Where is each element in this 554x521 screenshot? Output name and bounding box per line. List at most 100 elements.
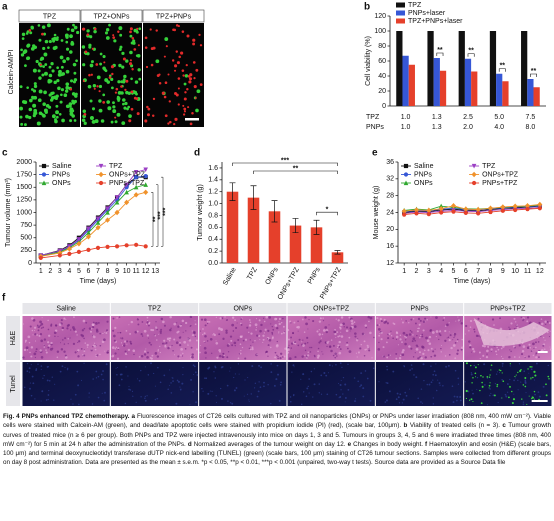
he-texture [116, 357, 120, 360]
tunel-image [110, 362, 199, 406]
legend-label: TPZ [408, 2, 422, 9]
tunel-texture [437, 379, 439, 381]
he-texture [259, 339, 261, 341]
he-texture [86, 343, 89, 347]
tunel-positive [519, 370, 522, 373]
he-texture [332, 354, 335, 357]
significance: ** [531, 68, 537, 75]
he-texture [73, 316, 75, 318]
he-texture [61, 326, 65, 330]
x-tick-label: 1.0 [401, 114, 411, 121]
he-texture [424, 317, 427, 320]
cell-red [128, 119, 132, 123]
cell-green [89, 99, 93, 103]
tunel-texture [132, 395, 134, 397]
marker [471, 163, 477, 169]
cell-red [98, 90, 101, 93]
cell-green [19, 85, 23, 89]
tunel-texture [307, 385, 309, 388]
he-texture [333, 330, 337, 334]
he-texture [326, 345, 328, 348]
he-texture [148, 341, 151, 344]
tunel-texture [490, 392, 492, 395]
y-tick-label: 1250 [16, 197, 32, 204]
tunel-texture [280, 381, 282, 384]
cell-green [135, 92, 138, 96]
marker [463, 206, 469, 212]
cell-green [59, 55, 64, 60]
he-texture [90, 327, 93, 330]
cell-green [57, 72, 62, 77]
he-texture [140, 355, 144, 358]
cell-green [96, 75, 101, 80]
he-texture [194, 320, 196, 322]
tunel-texture [202, 390, 204, 392]
tunel-texture [124, 402, 127, 405]
he-texture [520, 353, 524, 356]
cell-green [98, 108, 103, 113]
tunel-texture [386, 382, 389, 385]
error-bar [313, 219, 320, 235]
he-texture [510, 350, 512, 353]
tunel-texture [473, 364, 476, 367]
he-texture [302, 339, 304, 341]
y-tick-label: 750 [20, 222, 32, 229]
tunel-texture [251, 365, 254, 368]
he-texture [96, 354, 99, 357]
he-texture [544, 348, 546, 350]
cell-green [25, 56, 30, 61]
he-texture [527, 355, 531, 358]
he-texture [169, 328, 172, 332]
he-texture [76, 334, 78, 336]
he-texture [107, 350, 109, 352]
bracket [161, 176, 164, 247]
cell-green [69, 119, 73, 123]
tunel-texture [172, 380, 174, 382]
he-texture [338, 335, 341, 337]
tunel-texture [360, 372, 363, 375]
cell-green [43, 32, 47, 36]
tunel-texture [293, 366, 295, 368]
x-tick-label: 2.5 [463, 114, 473, 121]
cell-green [119, 45, 123, 49]
cell-green [41, 25, 46, 29]
cell-green [28, 107, 33, 112]
tunel-texture [405, 394, 408, 397]
cell-green [52, 39, 55, 43]
he-texture [267, 329, 270, 332]
x-tick-label: 11 [133, 268, 140, 275]
marker [105, 244, 110, 249]
he-texture [267, 344, 270, 347]
he-texture [468, 329, 470, 332]
he-texture [168, 337, 171, 340]
he-texture [433, 354, 437, 357]
he-texture [434, 348, 436, 350]
tunel-texture [88, 392, 90, 394]
bar [310, 227, 323, 263]
cell-red [198, 33, 201, 36]
cell-red [83, 113, 87, 116]
he-texture [106, 320, 109, 323]
he-texture [444, 329, 447, 333]
caption-text: Haematoxylin and eosin (H&E) (scale bars… [3, 440, 551, 467]
he-texture [249, 348, 252, 351]
he-texture [252, 341, 254, 343]
tunel-texture [40, 368, 42, 370]
tunel-texture [76, 370, 79, 373]
tunel-positive [465, 389, 468, 393]
cell-red [125, 79, 129, 83]
he-texture [204, 335, 207, 338]
row-label: Tunel [10, 375, 17, 393]
cell-green [26, 44, 30, 48]
he-texture [54, 324, 58, 327]
marker [413, 207, 420, 213]
he-texture [271, 336, 274, 339]
cell-red [82, 27, 86, 31]
tunel-texture [409, 369, 411, 371]
he-texture [401, 351, 404, 354]
he-texture [48, 344, 51, 347]
tunel-positive [530, 377, 532, 379]
marker [85, 234, 91, 240]
he-texture [83, 327, 86, 330]
